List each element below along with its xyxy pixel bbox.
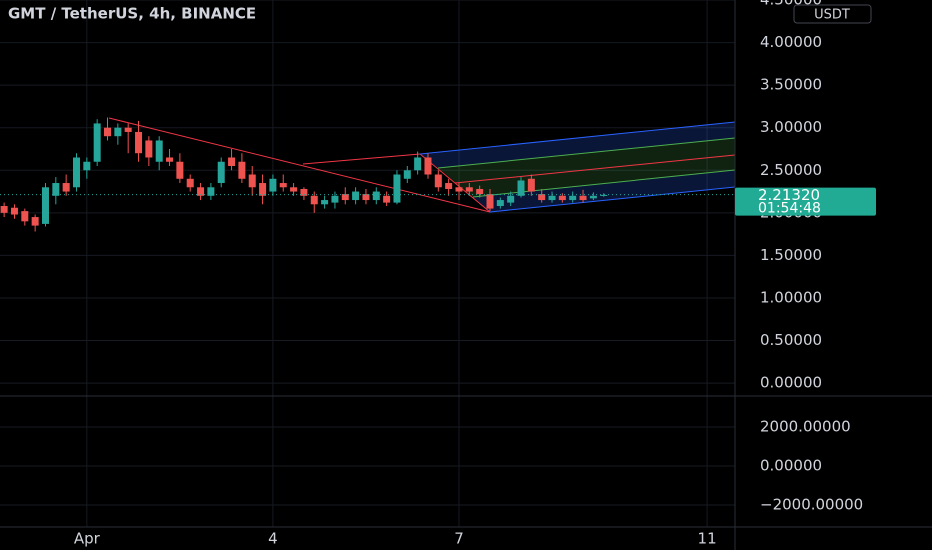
candle-body	[486, 194, 494, 209]
candle-body	[600, 194, 608, 196]
candle-body	[62, 183, 70, 192]
x-tick-label: Apr	[74, 530, 101, 548]
candle-body	[403, 170, 411, 179]
candle-body	[321, 200, 329, 205]
candle-body	[465, 187, 473, 192]
candle-body	[434, 174, 442, 188]
candle-body	[124, 127, 132, 132]
candle-body	[569, 195, 577, 201]
candle-body	[341, 194, 349, 201]
candle-body	[507, 195, 515, 203]
pitchfork-drawing	[108, 117, 736, 213]
currency-label[interactable]: USDT	[814, 8, 850, 23]
candle-body	[310, 195, 318, 205]
y-tick-label: 1.00000	[760, 288, 822, 306]
candle-body	[52, 183, 60, 196]
x-tick-label: 4	[268, 530, 278, 548]
candle-body	[579, 195, 587, 201]
pitchfork-median	[454, 154, 736, 184]
y-tick-label: −2000.00000	[760, 495, 863, 513]
x-tick-label: 7	[454, 530, 464, 548]
last-price-label: 2.21320	[758, 186, 820, 204]
candle-body	[217, 161, 225, 184]
y-tick-label: 0.00000	[760, 374, 822, 392]
candle-body	[145, 140, 153, 158]
candle-body	[186, 178, 194, 188]
candle-body	[300, 188, 308, 196]
pitchfork-fill-mid	[438, 138, 735, 197]
candle-body	[476, 188, 484, 195]
y-tick-label: 3.50000	[760, 76, 822, 94]
candle-body	[166, 157, 174, 162]
pitchfork-upper	[419, 121, 736, 155]
pitchfork-level	[472, 169, 736, 198]
candle-body	[548, 195, 556, 201]
candle-body	[290, 187, 298, 192]
candle-body	[259, 183, 267, 196]
candle-body	[197, 187, 205, 196]
pitchfork-lower	[489, 186, 736, 213]
candle-body	[31, 217, 39, 226]
candle-body	[41, 187, 49, 224]
candle-body	[527, 178, 535, 192]
candle-body	[445, 183, 453, 189]
candle-body	[517, 180, 525, 196]
y-tick-label: 2000.00000	[760, 417, 851, 435]
candle-body	[393, 174, 401, 203]
candle-body	[331, 195, 339, 203]
candle-body	[207, 187, 215, 196]
candle-body	[538, 194, 546, 201]
candle-body	[83, 161, 91, 171]
candle-body	[352, 191, 360, 201]
candle-body	[372, 191, 380, 201]
candle-body	[0, 206, 8, 213]
candle-body	[114, 127, 122, 137]
candle-body	[248, 174, 256, 188]
candle-body	[269, 178, 277, 192]
y-tick-label: 2.50000	[760, 161, 822, 179]
candle-body	[155, 140, 163, 162]
candle-body	[279, 183, 287, 188]
trend-line	[302, 153, 421, 165]
candle-body	[238, 161, 246, 179]
last-price-box	[735, 187, 876, 216]
candle-body	[10, 207, 18, 215]
candle-body	[93, 123, 101, 162]
countdown-label: 01:54:48	[758, 201, 821, 217]
candle-body	[21, 211, 29, 222]
y-tick-label: 4.00000	[760, 33, 822, 51]
candle-body	[104, 127, 112, 137]
currency-button[interactable]	[793, 4, 872, 24]
candle-body	[558, 195, 566, 201]
candle-body	[455, 187, 463, 192]
y-tick-label: 0.50000	[760, 331, 822, 349]
candle-body	[135, 131, 143, 154]
candle-body	[496, 200, 504, 207]
candle-body	[383, 195, 391, 203]
y-tick-label: 1.50000	[760, 246, 822, 264]
candle-body	[228, 157, 236, 167]
pitchfork-level	[437, 137, 736, 169]
y-tick-label: 3.00000	[760, 118, 822, 136]
candle-body	[424, 157, 432, 175]
trend-line	[108, 117, 491, 213]
candle-body	[176, 161, 184, 179]
pitchfork-fill-top	[420, 122, 735, 168]
y-tick-label: 0.00000	[760, 456, 822, 474]
candle-body	[414, 157, 422, 171]
candle-body	[589, 195, 597, 199]
candle-body	[362, 194, 370, 201]
pitchfork-fill-bottom	[473, 170, 735, 212]
candle-body	[72, 157, 80, 188]
y-tick-label: 4.50000	[760, 0, 822, 9]
x-tick-label: 11	[698, 530, 717, 548]
symbol-title: GMT / TetherUS, 4h, BINANCE	[8, 5, 256, 23]
